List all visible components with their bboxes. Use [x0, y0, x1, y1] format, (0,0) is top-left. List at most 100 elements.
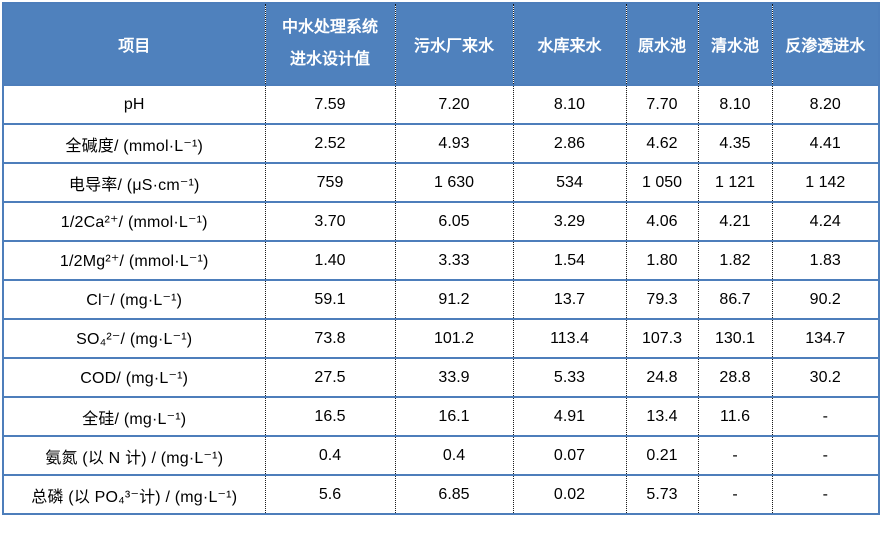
table-container: 项目 中水处理系统 进水设计值 污水厂来水 水库来水 原水池 清水池 反渗透进水… — [2, 2, 880, 515]
row-label: 电导率/ (μS·cm⁻¹) — [3, 162, 266, 202]
data-cell: 113.4 — [513, 318, 627, 358]
data-cell: 6.05 — [395, 201, 514, 241]
data-cell: 3.29 — [513, 201, 627, 241]
col-header-raw-pool: 原水池 — [626, 3, 699, 85]
data-cell: 1 050 — [626, 162, 699, 202]
data-cell: 28.8 — [698, 357, 773, 397]
row-label: Cl⁻/ (mg·L⁻¹) — [3, 279, 266, 319]
data-cell: 107.3 — [626, 318, 699, 358]
data-cell: 534 — [513, 162, 627, 202]
data-cell: 759 — [265, 162, 396, 202]
data-cell: 1.82 — [698, 240, 773, 280]
data-cell: 90.2 — [772, 279, 879, 319]
data-cell: 5.73 — [626, 474, 699, 514]
table-row-alkalinity: 全碱度/ (mmol·L⁻¹) 2.52 4.93 2.86 4.62 4.35… — [3, 123, 879, 163]
table-row-sulfate: SO₄²⁻/ (mg·L⁻¹) 73.8 101.2 113.4 107.3 1… — [3, 318, 879, 358]
data-cell: 0.4 — [395, 435, 514, 475]
data-cell: - — [772, 435, 879, 475]
data-cell: 6.85 — [395, 474, 514, 514]
col-header-clear-pool: 清水池 — [698, 3, 773, 85]
data-cell: 4.93 — [395, 123, 514, 163]
data-cell: 1.80 — [626, 240, 699, 280]
data-cell: 2.52 — [265, 123, 396, 163]
data-cell: 134.7 — [772, 318, 879, 358]
data-cell: 8.10 — [698, 84, 773, 124]
data-cell: 8.10 — [513, 84, 627, 124]
header-row: 项目 中水处理系统 进水设计值 污水厂来水 水库来水 原水池 清水池 反渗透进水 — [3, 3, 879, 85]
data-cell: 4.62 — [626, 123, 699, 163]
data-cell: 130.1 — [698, 318, 773, 358]
data-cell: 4.24 — [772, 201, 879, 241]
data-cell: 0.07 — [513, 435, 627, 475]
data-cell: 1 142 — [772, 162, 879, 202]
data-cell: 4.06 — [626, 201, 699, 241]
row-label: 全碱度/ (mmol·L⁻¹) — [3, 123, 266, 163]
data-cell: - — [698, 474, 773, 514]
data-cell: 5.6 — [265, 474, 396, 514]
data-cell: 59.1 — [265, 279, 396, 319]
data-cell: 7.70 — [626, 84, 699, 124]
data-cell: 33.9 — [395, 357, 514, 397]
table-row-magnesium: 1/2Mg²⁺/ (mmol·L⁻¹) 1.40 3.33 1.54 1.80 … — [3, 240, 879, 280]
row-label: 总磷 (以 PO₄³⁻计) / (mg·L⁻¹) — [3, 474, 266, 514]
data-cell: 3.70 — [265, 201, 396, 241]
data-cell: 91.2 — [395, 279, 514, 319]
data-cell: 7.59 — [265, 84, 396, 124]
row-label: 全硅/ (mg·L⁻¹) — [3, 396, 266, 436]
data-cell: - — [772, 474, 879, 514]
table-row-ph: pH 7.59 7.20 8.10 7.70 8.10 8.20 — [3, 84, 879, 124]
table-row-conductivity: 电导率/ (μS·cm⁻¹) 759 1 630 534 1 050 1 121… — [3, 162, 879, 202]
table-row-cod: COD/ (mg·L⁻¹) 27.5 33.9 5.33 24.8 28.8 3… — [3, 357, 879, 397]
data-cell: - — [772, 396, 879, 436]
data-cell: 13.4 — [626, 396, 699, 436]
water-quality-table: 项目 中水处理系统 进水设计值 污水厂来水 水库来水 原水池 清水池 反渗透进水… — [2, 2, 880, 515]
data-cell: 13.7 — [513, 279, 627, 319]
data-cell: 1.54 — [513, 240, 627, 280]
data-cell: 0.21 — [626, 435, 699, 475]
data-cell: 79.3 — [626, 279, 699, 319]
row-label: SO₄²⁻/ (mg·L⁻¹) — [3, 318, 266, 358]
col-header-reservoir: 水库来水 — [513, 3, 627, 85]
data-cell: 5.33 — [513, 357, 627, 397]
table-row-ammonia: 氨氮 (以 N 计) / (mg·L⁻¹) 0.4 0.4 0.07 0.21 … — [3, 435, 879, 475]
data-cell: 4.35 — [698, 123, 773, 163]
col-header-design-value: 中水处理系统 进水设计值 — [265, 3, 396, 85]
col-header-design-line2: 进水设计值 — [289, 51, 370, 68]
data-cell: 86.7 — [698, 279, 773, 319]
data-cell: 0.4 — [265, 435, 396, 475]
data-cell: 16.1 — [395, 396, 514, 436]
table-row-silica: 全硅/ (mg·L⁻¹) 16.5 16.1 4.91 13.4 11.6 - — [3, 396, 879, 436]
data-cell: 3.33 — [395, 240, 514, 280]
data-cell: 1.83 — [772, 240, 879, 280]
data-cell: 1.40 — [265, 240, 396, 280]
row-label: 1/2Mg²⁺/ (mmol·L⁻¹) — [3, 240, 266, 280]
data-cell: 2.86 — [513, 123, 627, 163]
row-label: COD/ (mg·L⁻¹) — [3, 357, 266, 397]
col-header-item: 项目 — [3, 3, 266, 85]
data-cell: 4.41 — [772, 123, 879, 163]
data-cell: 24.8 — [626, 357, 699, 397]
table-row-phosphorus: 总磷 (以 PO₄³⁻计) / (mg·L⁻¹) 5.6 6.85 0.02 5… — [3, 474, 879, 514]
data-cell: 4.91 — [513, 396, 627, 436]
row-label: 1/2Ca²⁺/ (mmol·L⁻¹) — [3, 201, 266, 241]
data-cell: 8.20 — [772, 84, 879, 124]
table-row-calcium: 1/2Ca²⁺/ (mmol·L⁻¹) 3.70 6.05 3.29 4.06 … — [3, 201, 879, 241]
data-cell: 16.5 — [265, 396, 396, 436]
data-cell: 0.02 — [513, 474, 627, 514]
data-cell: 11.6 — [698, 396, 773, 436]
col-header-ro-inlet: 反渗透进水 — [772, 3, 879, 85]
data-cell: 1 121 — [698, 162, 773, 202]
row-label: pH — [3, 84, 266, 124]
data-cell: 1 630 — [395, 162, 514, 202]
data-cell: 27.5 — [265, 357, 396, 397]
row-label: 氨氮 (以 N 计) / (mg·L⁻¹) — [3, 435, 266, 475]
data-cell: 7.20 — [395, 84, 514, 124]
table-row-chloride: Cl⁻/ (mg·L⁻¹) 59.1 91.2 13.7 79.3 86.7 9… — [3, 279, 879, 319]
data-cell: 30.2 — [772, 357, 879, 397]
data-cell: 101.2 — [395, 318, 514, 358]
col-header-design-line1: 中水处理系统 — [281, 19, 378, 36]
data-cell: 73.8 — [265, 318, 396, 358]
data-cell: 4.21 — [698, 201, 773, 241]
data-cell: - — [698, 435, 773, 475]
col-header-sewage-plant: 污水厂来水 — [395, 3, 514, 85]
